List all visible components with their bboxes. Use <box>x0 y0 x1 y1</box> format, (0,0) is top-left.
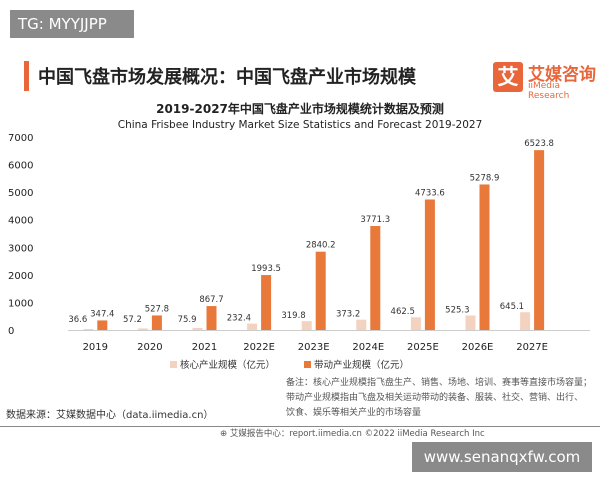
y-tick-label: 4000 <box>8 216 33 227</box>
bar-core <box>301 321 312 330</box>
y-tick-label: 6000 <box>8 161 33 172</box>
data-label: 57.2 <box>123 315 142 325</box>
bar-core <box>520 312 531 330</box>
note: 备注：核心产业规模指飞盘生产、销售、场地、培训、赛事等直接市场容量； 带动产业规… <box>286 376 592 421</box>
x-tick-label: 2022E <box>243 342 275 353</box>
watermark-bottom: www.senanqxfw.com <box>412 442 592 472</box>
bar-core <box>137 328 148 330</box>
data-label: 527.8 <box>145 304 169 314</box>
bar-core <box>192 327 203 330</box>
bar-core <box>247 323 258 330</box>
bar-driven <box>370 226 381 330</box>
x-tick-label: 2024E <box>352 342 384 353</box>
footer: ⊕ 艾媒报告中心：report.iimedia.cn ©2022 iiMedia… <box>220 429 485 439</box>
x-tick-label: 2021 <box>192 342 217 353</box>
data-label: 75.9 <box>178 315 197 325</box>
data-label: 232.4 <box>227 314 251 324</box>
y-tick-label: 1000 <box>8 298 33 309</box>
bar-core <box>356 319 367 330</box>
x-tick-label: 2019 <box>83 342 108 353</box>
bar-driven <box>479 184 490 330</box>
note-line: 备注：核心产业规模指飞盘生产、销售、场地、培训、赛事等直接市场容量； <box>286 378 593 388</box>
page-title: 中国飞盘市场发展概况：中国飞盘产业市场规模 <box>38 67 416 88</box>
note-line: 带动产业规模指由飞盘及相关运动带动的装备、服装、社交、营销、出行、 <box>286 393 584 403</box>
bar-core <box>465 315 476 330</box>
legend-swatch <box>304 361 311 368</box>
logo-mark: 艾 <box>493 62 523 92</box>
data-label: 4733.6 <box>415 188 445 198</box>
watermark-top: TG: MYYJJPP <box>10 10 134 38</box>
data-source: 数据来源：艾媒数据中心（data.iimedia.cn） <box>6 410 214 421</box>
data-label: 5278.9 <box>470 173 500 183</box>
bar-driven <box>97 320 108 330</box>
logo-cn: 艾媒咨询 <box>528 65 596 85</box>
data-label: 867.7 <box>199 295 223 305</box>
legend-label: 核心产业规模（亿元） <box>180 359 275 371</box>
chart-subtitle: China Frisbee Industry Market Size Stati… <box>117 119 483 131</box>
x-tick-label: 2020 <box>137 342 162 353</box>
data-label: 6523.8 <box>524 139 554 149</box>
y-tick-label: 0 <box>8 326 14 337</box>
y-tick-label: 3000 <box>8 243 33 254</box>
bar-driven <box>261 275 272 330</box>
bar-core <box>83 328 94 330</box>
bar-chart: 0 1000 2000 3000 4000 5000 6000 7000 2019 36.6347… <box>8 133 590 371</box>
data-label: 645.1 <box>500 302 524 312</box>
x-tick-label: 2023E <box>298 342 330 353</box>
data-label: 347.4 <box>90 309 114 319</box>
legend-swatch <box>170 361 177 368</box>
data-label: 3771.3 <box>360 215 390 225</box>
bar-driven <box>315 251 326 330</box>
bar-driven <box>424 199 435 330</box>
bar-driven <box>534 150 545 330</box>
bar-core <box>410 317 421 330</box>
data-label: 525.3 <box>445 306 469 316</box>
bar-driven <box>206 306 217 330</box>
y-tick-label: 7000 <box>8 133 33 144</box>
divider <box>0 426 600 427</box>
legend-label: 带动产业规模（亿元） <box>314 359 409 371</box>
title-accent <box>24 61 29 91</box>
bar-driven <box>151 315 162 330</box>
data-label: 36.6 <box>68 315 87 325</box>
data-label: 462.5 <box>391 307 415 317</box>
data-label: 2840.2 <box>306 241 336 251</box>
data-label: 373.2 <box>336 310 360 320</box>
x-tick-label: 2026E <box>462 342 494 353</box>
x-tick-label: 2027E <box>516 342 548 353</box>
chart-title: 2019-2027年中国飞盘产业市场规模统计数据及预测 <box>156 102 444 116</box>
data-label: 1993.5 <box>251 264 281 274</box>
y-tick-label: 2000 <box>8 271 33 282</box>
data-label: 319.8 <box>281 311 305 321</box>
y-tick-label: 5000 <box>8 188 33 199</box>
note-line: 饮食、娱乐等相关产业的市场容量 <box>286 408 422 418</box>
x-tick-label: 2025E <box>407 342 439 353</box>
logo-en: iiMedia Research <box>528 81 570 101</box>
